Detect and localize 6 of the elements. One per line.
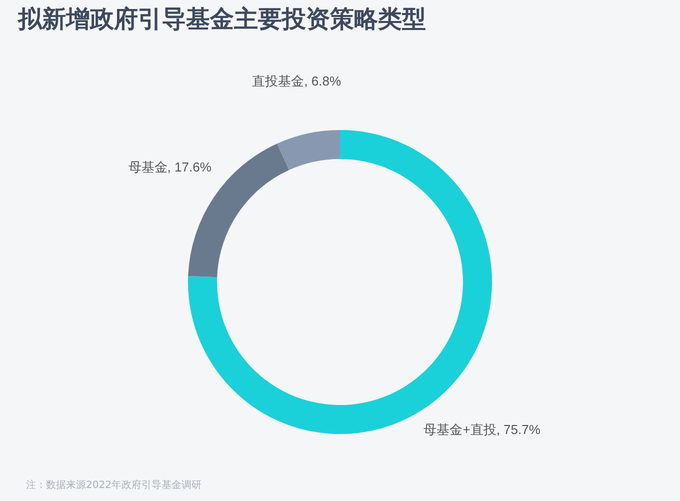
chart-title: 拟新增政府引导基金主要投资策略类型 (17, 5, 426, 33)
slice-label: 母基金, 17.6% (128, 160, 212, 175)
slice-label: 母基金+直投, 75.7% (424, 422, 541, 437)
donut-slice (277, 130, 340, 170)
text: 注：数据来源2022年政府引导基金调研 (26, 478, 202, 492)
slice-label: 直投基金, 6.8% (252, 74, 342, 89)
